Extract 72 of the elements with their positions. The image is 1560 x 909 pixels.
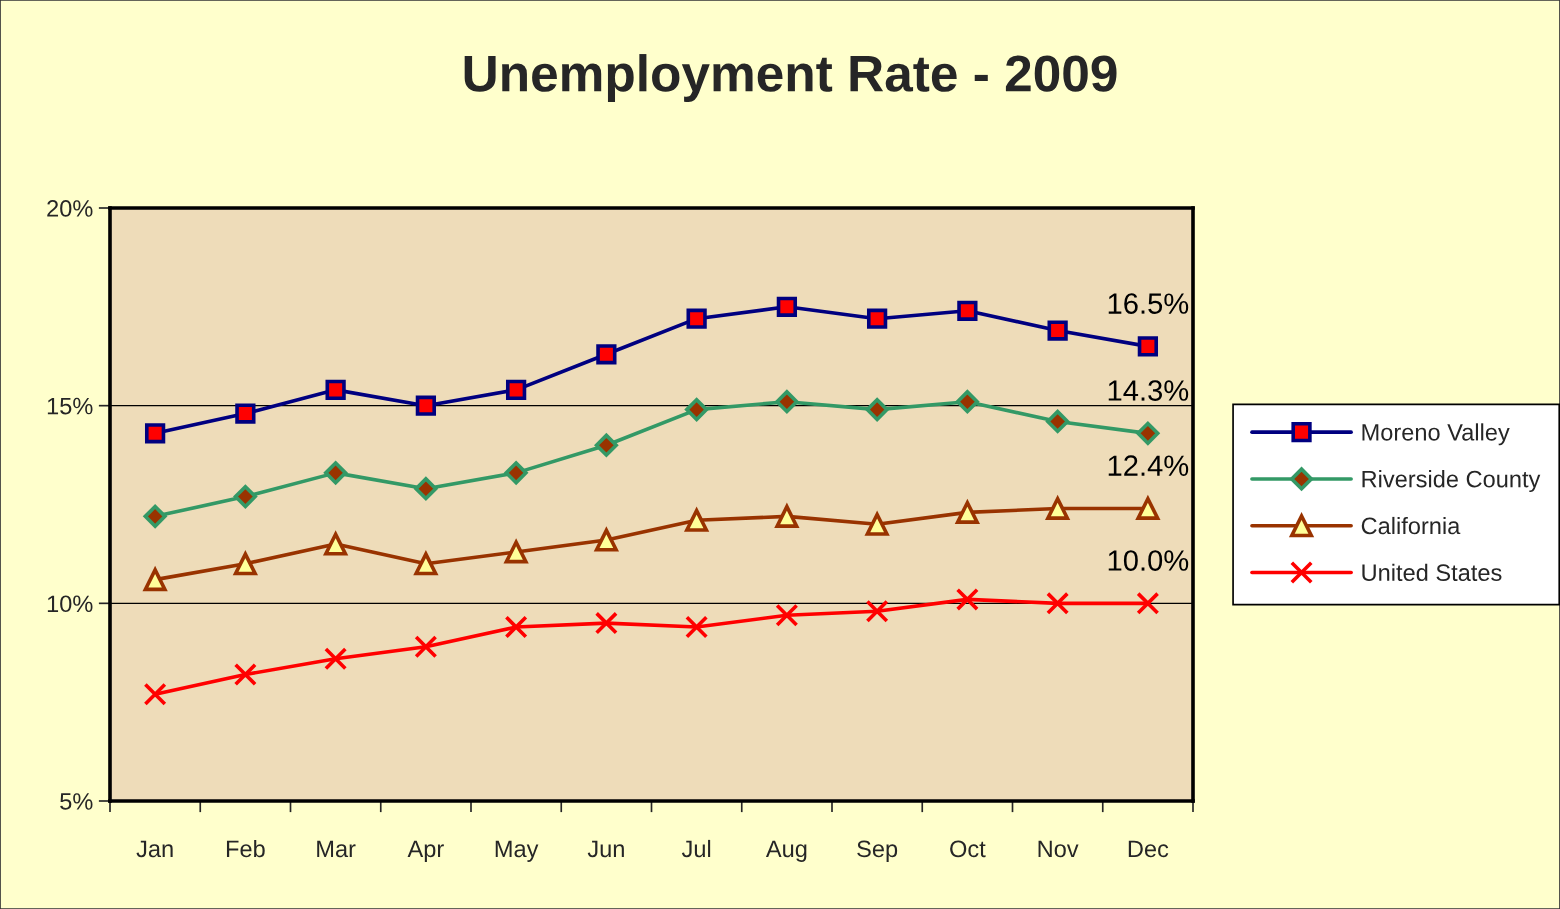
x-tick-label: Mar — [317, 840, 356, 858]
point — [414, 552, 438, 576]
point — [505, 379, 527, 400]
legend-label: California — [1361, 516, 1461, 535]
y-tick-label: 20% — [47, 200, 93, 217]
point — [775, 390, 799, 414]
point — [414, 477, 438, 501]
point — [1136, 591, 1160, 615]
x-tick-label: Jul — [681, 839, 711, 858]
point — [323, 530, 349, 556]
x-tick-label: Dec — [1128, 840, 1169, 858]
data-label: 14.3% — [1108, 380, 1189, 401]
point — [685, 615, 709, 639]
y-tick-label: 15% — [47, 397, 93, 415]
point — [1047, 320, 1068, 341]
point — [594, 611, 618, 635]
point — [866, 308, 888, 329]
legend-label: Moreno Valley — [1362, 423, 1510, 446]
point — [593, 526, 619, 552]
data-label: 10.0% — [1108, 550, 1189, 571]
point — [776, 296, 798, 317]
data-label: 12.4% — [1108, 455, 1189, 476]
x-tick-label: Nov — [1038, 840, 1079, 858]
point — [1136, 421, 1160, 445]
x-tick-label: Jun — [587, 840, 624, 858]
chart-title: Unemployment Rate - 2009 — [464, 54, 1117, 102]
point — [144, 423, 166, 444]
x-tick-label: Oct — [950, 840, 986, 858]
point — [684, 506, 710, 532]
point — [594, 433, 619, 457]
point — [1045, 409, 1070, 434]
point — [235, 403, 256, 424]
point — [504, 615, 528, 639]
point — [955, 587, 979, 611]
point — [504, 540, 528, 564]
point — [233, 552, 257, 576]
point — [1045, 494, 1071, 520]
x-tick-label: Aug — [765, 840, 807, 862]
point — [1046, 591, 1070, 615]
point — [323, 461, 348, 485]
point — [864, 510, 890, 536]
point — [414, 635, 438, 659]
point — [957, 300, 978, 321]
point — [1137, 336, 1159, 357]
point — [865, 397, 889, 422]
point — [415, 395, 437, 416]
point — [233, 484, 258, 509]
y-tick-label: 5% — [60, 793, 93, 810]
x-tick-label: Feb — [226, 839, 265, 858]
x-tick-label: Apr — [407, 840, 444, 862]
point — [865, 599, 889, 623]
x-tick-label: Sep — [857, 840, 898, 862]
point — [686, 308, 707, 329]
point — [324, 647, 348, 671]
point — [1135, 494, 1161, 520]
point — [775, 603, 799, 627]
point — [504, 461, 528, 485]
x-tick-label: Jan — [136, 840, 173, 858]
point — [955, 390, 980, 414]
point — [774, 502, 800, 528]
point — [325, 379, 346, 400]
legend-label: United States — [1362, 563, 1502, 582]
point — [143, 504, 167, 528]
point — [233, 662, 257, 687]
point — [684, 397, 709, 422]
y-tick-label: 10% — [47, 595, 93, 613]
point — [954, 498, 980, 524]
point — [143, 682, 167, 706]
data-label: 16.5% — [1108, 293, 1189, 314]
x-tick-label: May — [495, 840, 539, 862]
point — [596, 344, 617, 365]
legend-label: Riverside County — [1362, 470, 1541, 493]
